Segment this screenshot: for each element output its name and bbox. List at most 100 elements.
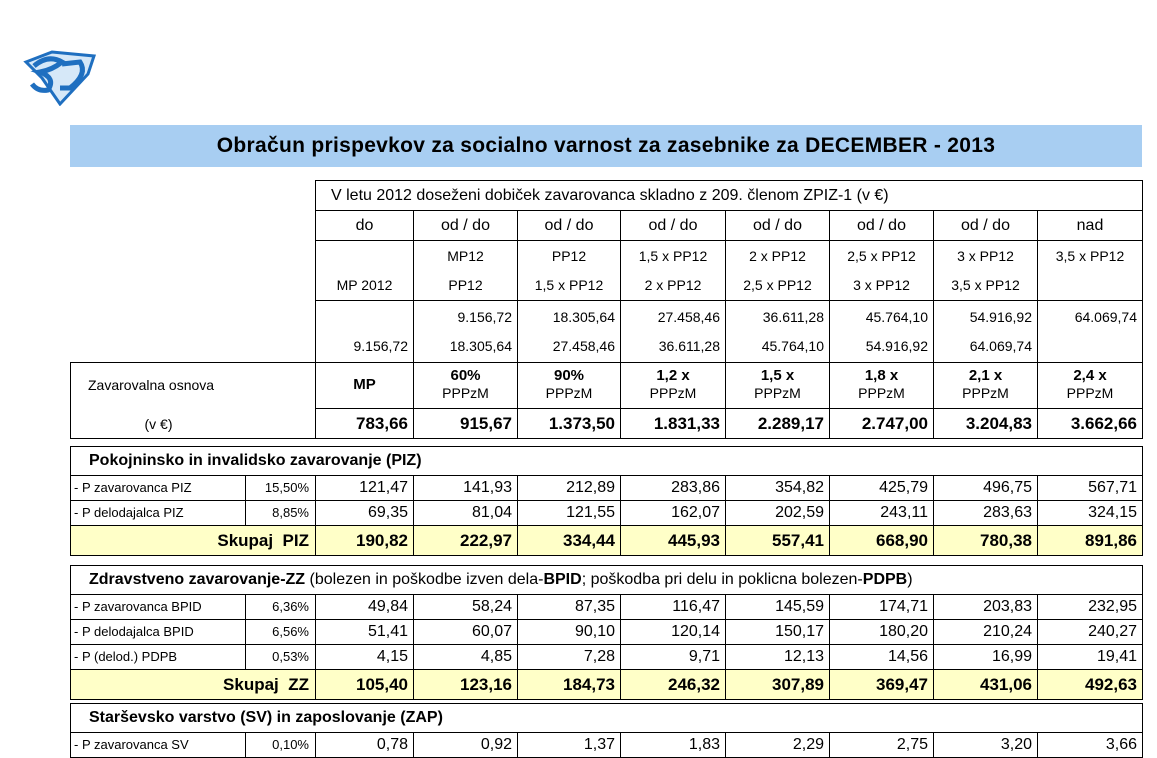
total-label: Skupaj ZZ (223, 675, 309, 694)
base-factor: PPPzM (1066, 385, 1114, 401)
row-label: - P zavarovanca PIZ (74, 480, 192, 495)
bound-name-cell: 3 x PP12 3,5 x PP12 (933, 240, 1038, 301)
base-value: 1.373,50 (548, 414, 615, 433)
total-value: 222,97 (460, 531, 512, 550)
total-value-cell: 780,38 (933, 525, 1038, 556)
base-factor: 1,2 x (656, 367, 690, 384)
value-cell: 203,83 (933, 594, 1038, 620)
base-value: 783,66 (356, 414, 408, 433)
row-label-cell: - P zavarovanca SV (70, 732, 246, 758)
base-label: Zavarovalna osnova (88, 377, 215, 393)
title: Obračun prispevkov za socialno varnost z… (70, 125, 1142, 167)
rate: 6,56% (272, 624, 309, 639)
base-factor: PPPzM (442, 385, 489, 401)
bound-name-cell: MP12 PP12 (413, 240, 518, 301)
value: 16,99 (991, 648, 1032, 665)
total-value-cell: 184,73 (517, 669, 621, 700)
rate-cell: 6,56% (245, 619, 316, 645)
value-cell: 145,59 (725, 594, 830, 620)
base-factor-cell: 2,4 x PPPzM (1037, 362, 1143, 409)
bound-label-cell: od / do (620, 210, 726, 241)
base-factor-cell: 60% PPPzM (413, 362, 518, 409)
bound-label: od / do (961, 217, 1010, 234)
bound-value-cell: 27.458,46 36.611,28 (620, 300, 726, 363)
value-cell: 9,71 (620, 644, 726, 670)
value-cell: 141,93 (413, 475, 518, 501)
bound-name: 2 x PP12 (749, 248, 806, 264)
value: 0,78 (376, 736, 408, 753)
value-cell: 162,07 (620, 500, 726, 526)
value: 202,59 (775, 504, 824, 521)
total-value: 190,82 (356, 531, 408, 550)
bound-label: nad (1076, 217, 1104, 234)
base-factor: 2,4 x (1073, 367, 1107, 384)
bound-name-cell: PP12 1,5 x PP12 (517, 240, 621, 301)
total-label: Skupaj PIZ (217, 531, 309, 550)
value: 4,85 (480, 648, 512, 665)
base-factor-cell: 1,5 x PPPzM (725, 362, 830, 409)
value: 354,82 (775, 479, 824, 496)
bound-name-cell: 1,5 x PP12 2 x PP12 (620, 240, 726, 301)
base-value-cell: 3.662,66 (1037, 408, 1143, 439)
value: 69,35 (367, 504, 408, 521)
bound-value: 27.458,46 (657, 309, 720, 325)
value-cell: 1,37 (517, 732, 621, 758)
base-factor: PPPzM (962, 385, 1009, 401)
value-cell: 283,63 (933, 500, 1038, 526)
rate-cell: 6,36% (245, 594, 316, 620)
value: 60,07 (471, 623, 512, 640)
value: 240,27 (1088, 623, 1137, 640)
bound-name: 2 x PP12 (644, 277, 702, 293)
value-cell: 121,55 (517, 500, 621, 526)
value: 58,24 (471, 598, 512, 615)
total-value: 123,16 (460, 675, 512, 694)
value: 116,47 (672, 598, 720, 615)
total-value: 184,73 (563, 675, 615, 694)
base-factor: PPPzM (754, 385, 801, 401)
bound-name: PP12 (551, 248, 587, 264)
bound-name: MP12 (447, 248, 484, 264)
base-value: 2.747,00 (861, 414, 928, 433)
bound-label: od / do (544, 217, 594, 234)
bound-value: 54.916,92 (865, 338, 928, 354)
bound-name-cell: 3,5 x PP12 (1037, 240, 1143, 301)
total-value: 246,32 (668, 675, 720, 694)
value: 81,04 (471, 504, 512, 521)
row-label: - P (delod.) PDPB (74, 649, 178, 664)
row-label-cell: - P (delod.) PDPB (70, 644, 246, 670)
total-value: 557,41 (772, 531, 824, 550)
value-cell: 324,15 (1037, 500, 1143, 526)
total-value-cell: 492,63 (1037, 669, 1143, 700)
base-factor-cell: 1,8 x PPPzM (829, 362, 934, 409)
section-title: Pokojninsko in invalidsko zavarovanje (P… (89, 453, 422, 469)
logo (23, 50, 97, 106)
total-value: 445,93 (668, 531, 720, 550)
bound-value: 18.305,64 (449, 338, 512, 354)
rate-cell: 8,85% (245, 500, 316, 526)
value-cell: 12,13 (725, 644, 830, 670)
value: 1,37 (583, 736, 615, 753)
bound-value: 54.916,92 (969, 309, 1032, 325)
value-cell: 19,41 (1037, 644, 1143, 670)
value-cell: 180,20 (829, 619, 934, 645)
value: 210,24 (983, 623, 1032, 640)
value-cell: 3,20 (933, 732, 1038, 758)
total-value-cell: 668,90 (829, 525, 934, 556)
total-value-cell: 307,89 (725, 669, 830, 700)
bound-value: 27.458,46 (552, 338, 615, 354)
base-factor: MP (353, 376, 376, 393)
row-label-cell: - P zavarovanca BPID (70, 594, 246, 620)
bound-name: 1,5 x PP12 (638, 248, 708, 264)
value-cell: 87,35 (517, 594, 621, 620)
bound-name: 3 x PP12 (853, 277, 910, 293)
value: 2,75 (896, 736, 928, 753)
row-label: - P delodajalca BPID (74, 624, 194, 639)
total-value-cell: 445,93 (620, 525, 726, 556)
bound-value-cell: 36.611,28 45.764,10 (725, 300, 830, 363)
value: 120,14 (671, 623, 720, 640)
base-value: 915,67 (460, 414, 512, 433)
bound-name: 1,5 x PP12 (534, 277, 604, 293)
total-value-cell: 891,86 (1037, 525, 1143, 556)
value: 4,15 (376, 648, 408, 665)
value: 174,71 (879, 598, 928, 615)
